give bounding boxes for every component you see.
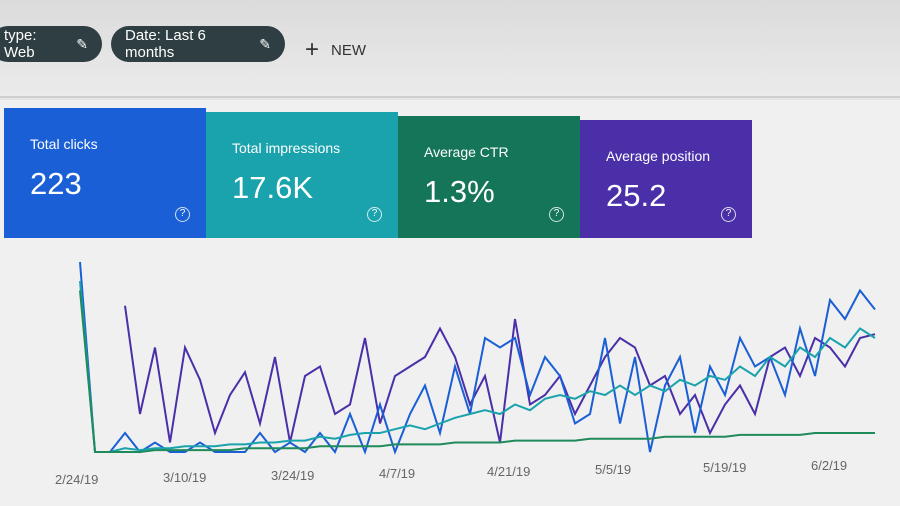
metric-card-ctr[interactable]: Average CTR 1.3% ?	[398, 116, 580, 238]
chip-label: Date: Last 6 months	[125, 27, 206, 61]
metric-label: Total impressions	[232, 140, 341, 156]
filter-bar: type: Web ✎ Date: Last 6 months ✎ + NEW	[0, 0, 900, 98]
metric-value: 25.2	[606, 178, 667, 213]
series-line-0	[124, 305, 876, 443]
series-line-3	[79, 290, 875, 453]
x-tick-label: 2/24/19	[55, 472, 99, 487]
metric-value: 223	[30, 166, 82, 201]
metric-label: Average CTR	[424, 144, 509, 160]
series-line-2	[79, 280, 876, 453]
x-tick-label: 5/19/19	[703, 460, 747, 475]
metric-card-clicks[interactable]: Total clicks 223 ?	[4, 108, 206, 238]
metric-card-position[interactable]: Average position 25.2 ?	[580, 120, 752, 238]
plus-icon: +	[305, 36, 320, 63]
metric-card-impressions[interactable]: Total impressions 17.6K ?	[206, 112, 398, 238]
help-icon[interactable]: ?	[549, 207, 564, 222]
help-icon[interactable]: ?	[721, 207, 736, 222]
pencil-icon[interactable]: ✎	[259, 35, 271, 52]
new-label: NEW	[331, 41, 367, 59]
metric-label: Average position	[606, 148, 711, 164]
pencil-icon[interactable]: ✎	[76, 35, 88, 52]
metric-label: Total clicks	[30, 136, 98, 152]
x-tick-label: 6/2/19	[811, 458, 848, 473]
help-icon[interactable]: ?	[175, 207, 190, 222]
search-type-chip[interactable]: type: Web ✎	[0, 26, 102, 62]
x-tick-label: 5/5/19	[595, 462, 632, 477]
x-tick-label: 3/10/19	[163, 470, 207, 485]
x-tick-label: 4/7/19	[379, 466, 416, 481]
date-chip[interactable]: Date: Last 6 months ✎	[111, 26, 285, 62]
chip-label: type: Web	[4, 27, 37, 61]
metric-value: 17.6K	[232, 170, 314, 205]
new-filter-button[interactable]: + NEW	[305, 36, 366, 64]
x-tick-label: 3/24/19	[271, 468, 315, 483]
help-icon[interactable]: ?	[367, 207, 382, 222]
series-line-1	[79, 261, 876, 455]
x-tick-label: 4/21/19	[487, 464, 531, 479]
metric-value: 1.3%	[424, 174, 495, 209]
